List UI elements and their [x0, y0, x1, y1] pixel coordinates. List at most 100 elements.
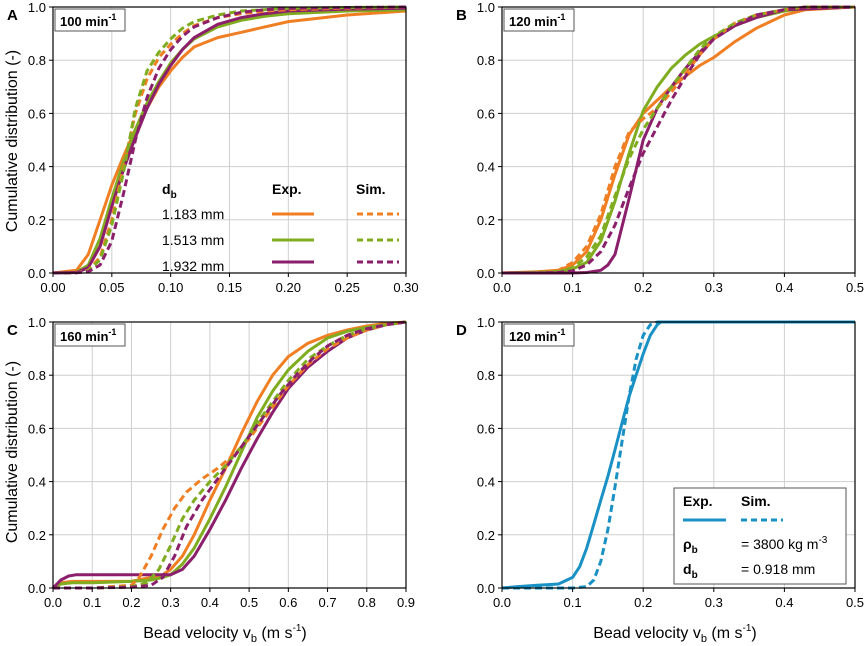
- panel-a-series-6-sim: [52, 5, 407, 275]
- panel-c-series-5-sim: [53, 320, 407, 590]
- panel-c-xtick-label: 0.5: [240, 595, 258, 610]
- panel-c-ytick-label: 1.0: [28, 315, 46, 330]
- panel-c-series-4-sim: [53, 320, 407, 590]
- legend-d-box: [673, 487, 847, 585]
- panel-d-letter: D: [456, 322, 467, 339]
- panel-b-series-3-exp: [502, 5, 856, 275]
- panel-d-speed-box: [503, 323, 575, 347]
- panel-a-ytick-label: 1.0: [28, 0, 46, 15]
- panel-b-ytick-label: 0.6: [477, 106, 495, 121]
- legend-a-header-exp: Exp.: [272, 181, 302, 197]
- panel-b-ytick-label: 0.8: [477, 53, 495, 68]
- panel-d-ytick-label: 0.2: [477, 528, 495, 543]
- panel-d-ytick-label: 0.6: [477, 421, 495, 436]
- panel-d-speed-label: 120 min-1: [509, 327, 565, 344]
- panel-a-xtick-label: 0.25: [335, 280, 360, 295]
- panel-d-ytick-label: 1.0: [477, 315, 495, 330]
- panel-c-xtick-label: 0.9: [397, 595, 415, 610]
- panel-b-ytick-label: 0.0: [477, 266, 495, 281]
- panel-a-ytick-label: 0.8: [28, 53, 46, 68]
- legend-a-entry-2: 1.513 mm: [162, 232, 224, 248]
- panel-b-frame: [501, 6, 856, 274]
- panel-a-xtick-label: 0.20: [276, 280, 301, 295]
- legend-d: Exp. Sim. ρb = 3800 kg m-3 db = 0.918 mm: [673, 487, 847, 585]
- x-axis-label-left: Bead velocity vb (m s-1): [143, 623, 307, 645]
- y-axis-label-bottom: Cumulative distribution (-): [4, 361, 21, 543]
- legend-a-header-db: db: [162, 181, 177, 201]
- panel-a-ytick-label: 0.2: [28, 213, 46, 228]
- panel-c-ytick-label: 0.4: [28, 475, 46, 490]
- legend-a: db Exp. Sim. 1.183 mm 1.513 mm 1.932 mm: [162, 181, 399, 274]
- panel-b-letter: B: [456, 7, 467, 24]
- legend-a-entry-3: 1.932 mm: [162, 258, 224, 274]
- legend-d-db-label: db: [683, 561, 698, 581]
- panel-b-series-5-sim: [501, 5, 855, 275]
- panel-d-series-2-sim: [502, 320, 855, 590]
- panel-b-series-2-exp: [501, 5, 856, 275]
- panel-b-ytick-label: 0.4: [477, 160, 495, 175]
- panel-d: 0.0 0.1 0.2 0.3 0.4 0.5 0.0 0.2 0.4 0.6 0.8 1.0 D 120…: [456, 315, 864, 610]
- panel-b-speed-label: 120 min-1: [509, 12, 565, 29]
- panel-c-frame: [52, 321, 407, 589]
- panel-c-ytick-label: 0.8: [28, 368, 46, 383]
- panel-c-series-6-sim: [53, 320, 407, 590]
- panel-c-ytick-label: 0.0: [28, 581, 46, 596]
- panel-d-ytick-label: 0.0: [477, 581, 495, 596]
- panel-b: 0.0 0.1 0.2 0.3 0.4 0.5 0.0 0.2 0.4 0.6 0.8 1.0 B 120…: [456, 0, 864, 295]
- legend-d-db-value: = 0.918 mm: [741, 561, 815, 577]
- panel-c-xtick-label: 0.1: [83, 595, 101, 610]
- legend-d-rho-label: ρb: [683, 536, 698, 556]
- panel-a-series-3-exp: [52, 6, 407, 275]
- panel-b-xtick-label: 0.1: [564, 280, 582, 295]
- panel-a-letter: A: [7, 7, 18, 24]
- panel-c: 0.0 0.1 0.2 0.3 0.4 0.5 0.6 0.7 0.8 0.9 0.0 0.2 0.4 0…: [7, 315, 415, 610]
- panel-b-xtick-label: 0.4: [775, 280, 793, 295]
- panel-c-xtick-label: 0.4: [201, 595, 219, 610]
- x-axis-label-right: Bead velocity vb (m s-1): [593, 623, 757, 645]
- panel-c-xtick-label: 0.0: [44, 595, 62, 610]
- panel-b-series-4-sim: [501, 5, 855, 275]
- panel-d-xtick-label: 0.3: [705, 595, 723, 610]
- panel-c-series-2-exp: [52, 320, 407, 590]
- panel-b-xtick-label: 0.0: [493, 280, 511, 295]
- panel-c-letter: C: [7, 322, 18, 339]
- panel-a-xtick-label: 0.30: [393, 280, 418, 295]
- panel-d-ytick-label: 0.8: [477, 368, 495, 383]
- panel-a-speed-label: 100 min-1: [60, 12, 116, 29]
- panel-d-xtick-label: 0.2: [634, 595, 652, 610]
- panel-a-speed-box: [54, 8, 126, 32]
- panel-b-series-6-sim: [502, 5, 855, 275]
- panel-d-xtick-label: 0.0: [493, 595, 511, 610]
- legend-d-rho-value: = 3800 kg m-3: [741, 535, 828, 552]
- panel-a-xtick-label: 0.15: [217, 280, 242, 295]
- panel-c-xtick-label: 0.2: [122, 595, 140, 610]
- panel-a-xtick-label: 0.05: [99, 280, 124, 295]
- panel-c-speed-box: [54, 323, 126, 347]
- panel-c-series-3-exp: [51, 320, 407, 590]
- legend-d-header-sim: Sim.: [741, 493, 771, 509]
- panel-b-xtick-label: 0.5: [846, 280, 864, 295]
- panel-c-series-1-exp: [52, 320, 407, 590]
- panel-a-xtick-label: 0.10: [158, 280, 183, 295]
- legend-a-header-sim: Sim.: [356, 181, 386, 197]
- panel-b-speed-box: [503, 8, 575, 32]
- panel-c-ytick-label: 0.2: [28, 528, 46, 543]
- panel-a-xtick-label: 0.00: [40, 280, 65, 295]
- legend-d-header-exp: Exp.: [683, 493, 713, 509]
- panel-b-series-1-exp: [501, 5, 856, 275]
- panel-d-xtick-label: 0.5: [846, 595, 864, 610]
- panel-c-xtick-label: 0.3: [162, 595, 180, 610]
- legend-a-entry-1: 1.183 mm: [162, 206, 224, 222]
- panel-c-xtick-label: 0.7: [319, 595, 337, 610]
- panel-d-xtick-label: 0.4: [775, 595, 793, 610]
- panel-a-ytick-label: 0.0: [28, 266, 46, 281]
- panel-c-ytick-label: 0.6: [28, 421, 46, 436]
- panel-a-series-1-exp: [52, 9, 407, 275]
- panel-c-xtick-label: 0.8: [358, 595, 376, 610]
- panel-c-xtick-label: 0.6: [279, 595, 297, 610]
- panel-a: 0.00 0.05 0.10 0.15 0.20 0.25 0.30 0.0 0.2 0.4 0.6…: [7, 0, 419, 295]
- panel-b-xtick-label: 0.3: [705, 280, 723, 295]
- panel-b-ytick-label: 0.2: [477, 213, 495, 228]
- panel-b-ytick-label: 1.0: [477, 0, 495, 15]
